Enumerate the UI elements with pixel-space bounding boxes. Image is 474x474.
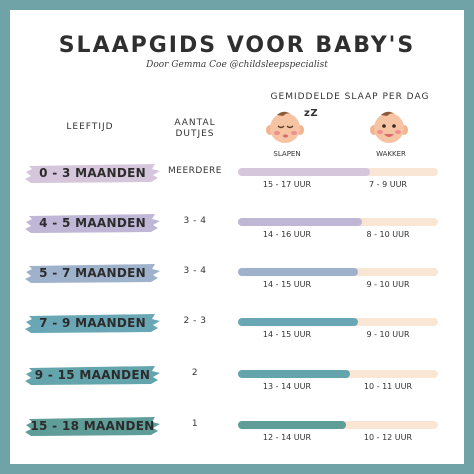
sleep-fill [238,218,362,226]
author-credit: Door Gemma Coe @childsleepspecialist [146,60,328,70]
naps-header-line2: DUTJES [175,129,215,139]
sleeping-baby-icon [266,111,304,143]
awake-baby-icon [370,111,408,143]
naps-header-line1: AANTAL [174,118,216,128]
sleep-hours: 12 - 14 UUR [262,433,312,442]
page-title: SLAAPGIDS VOOR BABY'S [58,33,416,58]
sleep-hours: 14 - 15 UUR [262,280,312,289]
sleep-fill [238,168,370,176]
naps-count: 1 [191,419,199,429]
awake-label: WAKKER [376,150,406,158]
brush-stroke-shape [25,366,160,385]
age-pill: 5 - 7 MAANDEN [25,263,160,283]
naps-count: 2 - 3 [183,316,207,326]
age-pill: 15 - 18 MAANDEN [25,416,160,436]
naps-count: 3 - 4 [183,266,207,276]
brush-stroke-shape [25,264,160,283]
awake-hours: 10 - 12 UUR [363,433,413,442]
age-pill: 7 - 9 MAANDEN [25,313,160,333]
awake-hours: 10 - 11 UUR [363,382,413,391]
age-label: 15 - 18 MAANDEN [30,419,155,433]
sleep-fill [238,268,358,276]
awake-hours: 8 - 10 UUR [366,230,410,239]
sleep-row: 9 - 15 MAANDEN 2 13 - 14 UUR 10 - 11 UUR [0,365,474,395]
naps-count: MEERDERE [168,166,222,176]
age-label: 5 - 7 MAANDEN [39,266,146,280]
awake-hours: 7 - 9 UUR [369,180,407,189]
brush-stroke-shape [25,417,160,436]
naps-count: 3 - 4 [183,216,207,226]
card-background [10,10,464,464]
sleep-row: 0 - 3 MAANDEN MEERDERE 15 - 17 UUR 7 - 9… [0,163,474,193]
age-header: LEEFTIJD [66,122,114,132]
sleep-fill [238,421,346,429]
sleep-row: 5 - 7 MAANDEN 3 - 4 14 - 15 UUR 9 - 10 U… [0,263,474,293]
sleep-per-day-header: GEMIDDELDE SLAAP PER DAG [270,92,430,102]
sleep-fill [238,318,358,326]
brush-stroke-shape [25,314,160,333]
age-label: 9 - 15 MAANDEN [34,368,151,382]
age-label: 4 - 5 MAANDEN [39,216,146,230]
age-label: 7 - 9 MAANDEN [39,316,146,330]
awake-hours: 9 - 10 UUR [366,330,410,339]
sleep-row: 15 - 18 MAANDEN 1 12 - 14 UUR 10 - 12 UU… [0,416,474,446]
sleep-row: 4 - 5 MAANDEN 3 - 4 14 - 16 UUR 8 - 10 U… [0,213,474,243]
sleep-fill [238,370,350,378]
sleep-row: 7 - 9 MAANDEN 2 - 3 14 - 15 UUR 9 - 10 U… [0,313,474,343]
sleep-hours: 14 - 15 UUR [262,330,312,339]
naps-header: AANTAL DUTJES [160,118,230,140]
age-label: 0 - 3 MAANDEN [39,166,146,180]
brush-stroke-shape [25,164,160,183]
sleep-hours: 13 - 14 UUR [262,382,312,391]
age-pill: 9 - 15 MAANDEN [25,365,160,385]
brush-stroke-shape [25,214,160,233]
sleep-hours: 14 - 16 UUR [262,230,312,239]
awake-hours: 9 - 10 UUR [366,280,410,289]
zzz-text: zZ [304,108,319,119]
age-pill: 4 - 5 MAANDEN [25,213,160,233]
age-pill: 0 - 3 MAANDEN [25,163,160,183]
sleep-hours: 15 - 17 UUR [262,180,312,189]
naps-count: 2 [191,368,199,378]
asleep-label: SLAPEN [273,150,301,158]
